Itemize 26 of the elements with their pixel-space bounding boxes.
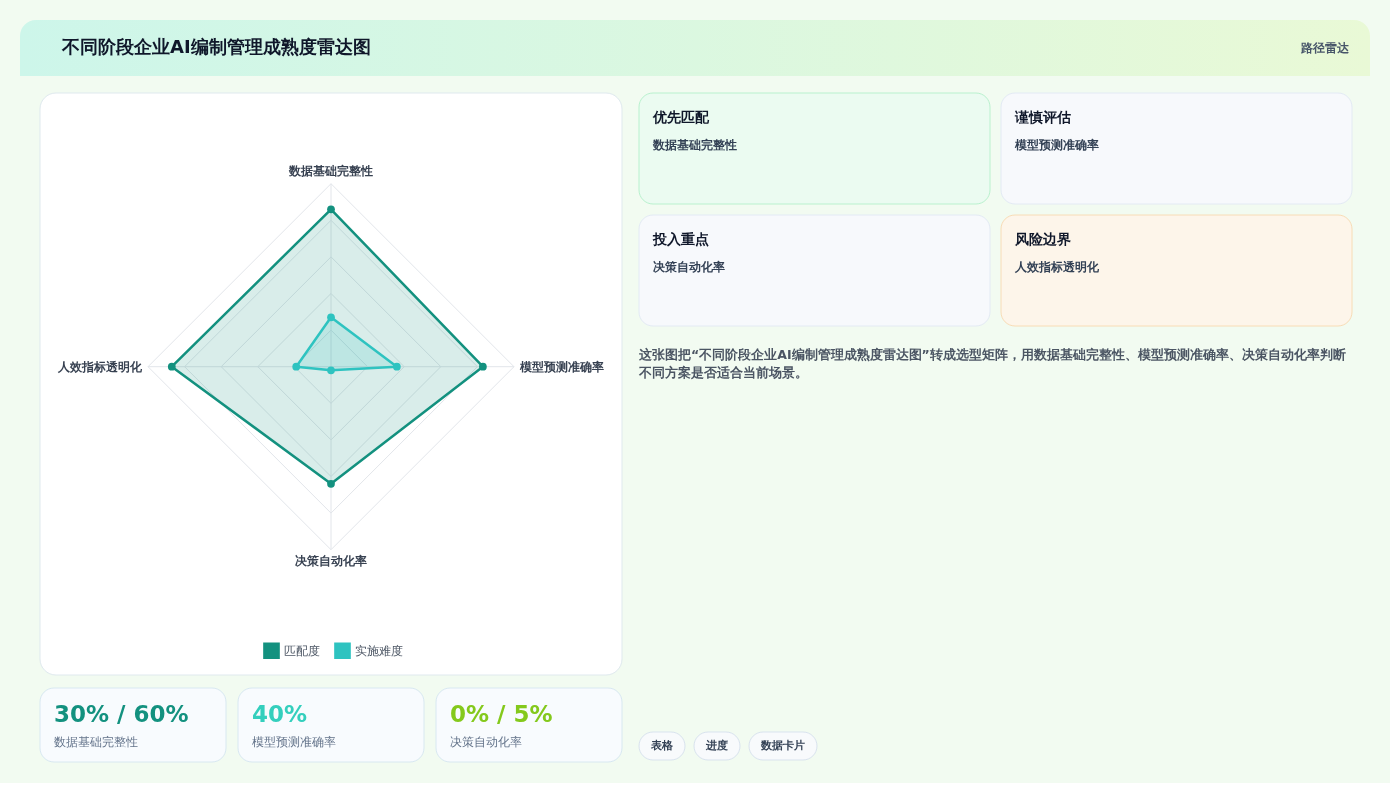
text: 数据基础完整性 [54,735,138,749]
text: 决策自动化率 [450,735,522,749]
text: 进度 [705,739,728,752]
text: 30% / 60% [54,701,189,727]
text: 决策自动化率 [653,260,725,274]
text: 模型预测准确率 [1014,138,1099,152]
text: 风险边界 [1014,231,1071,247]
text: 模型预测准确率 [252,735,336,749]
spoke-label: 数据基础完整性 [288,163,373,178]
chart-title: 不同阶段企业AI编制管理成熟度雷达图 [61,36,371,57]
text: 0% / 5% [450,701,553,727]
legend-label: 实施难度 [355,643,403,658]
text: 表格 [650,739,674,752]
spoke-label: 人效指标透明化 [57,359,143,374]
text: 40% [252,701,308,727]
spoke-label: 模型预测准确率 [519,359,604,374]
text: 路径雷达 [1300,41,1350,55]
text: 这张图把“不同阶段企业AI编制管理成熟度雷达图”转成选型矩阵，用数据基础完整性、模型预测准确率、决策自动化率判断不同方案是否适合当前场景。 [638,347,1346,380]
text: 人效指标透明化 [1014,260,1100,274]
text: 数据基础完整性 [652,138,737,152]
text: 优先匹配 [652,109,710,125]
text: 投入重点 [652,231,709,247]
spoke-label: 决策自动化率 [295,553,367,568]
text: 数据卡片 [760,739,805,752]
text: 谨慎评估 [1014,109,1071,125]
legend-label: 匹配度 [284,643,320,658]
